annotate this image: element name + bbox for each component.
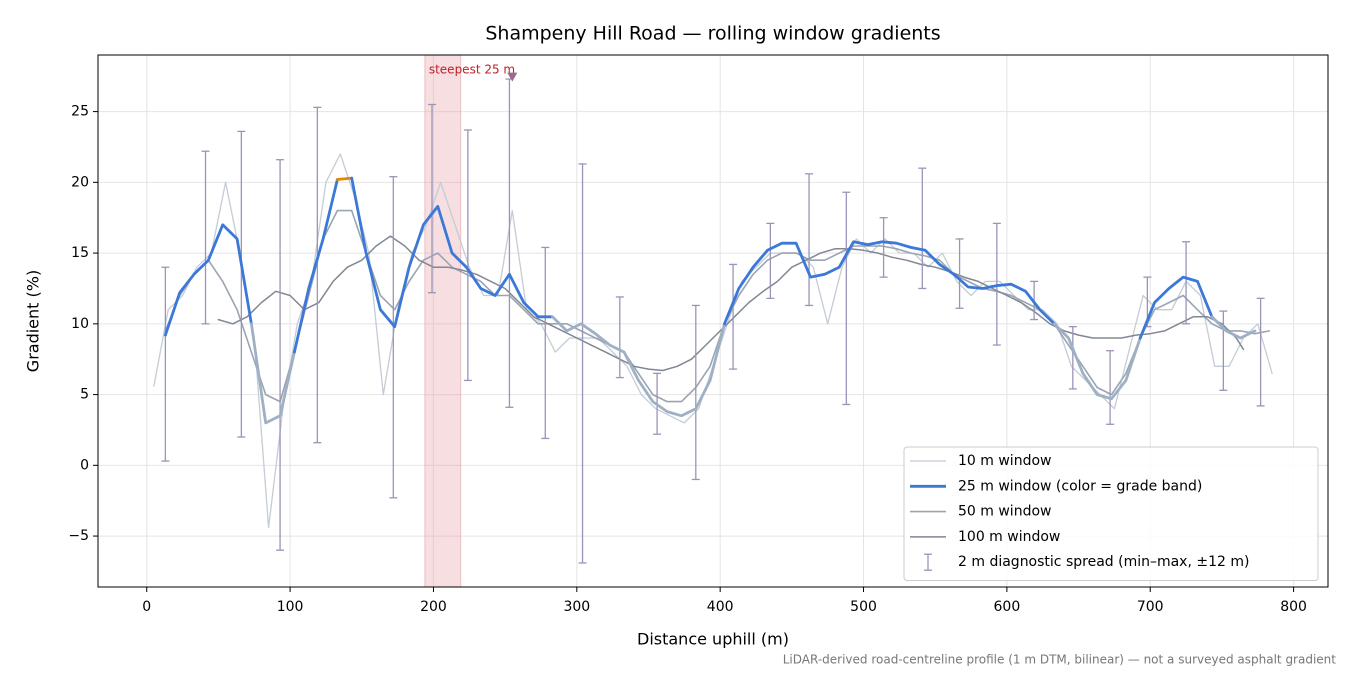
x-tick-label: 200: [420, 599, 447, 615]
series-line: [250, 322, 296, 425]
x-tick-label: 500: [850, 599, 877, 615]
y-tick-label: −5: [68, 528, 89, 544]
error-bar: [201, 150, 210, 325]
error-bar: [615, 296, 624, 379]
y-tick-label: 10: [71, 316, 89, 332]
series-line: [350, 176, 554, 329]
error-bar: [313, 106, 322, 444]
highlight-label: steepest 25 m: [429, 63, 515, 77]
series-line: [164, 209, 1270, 403]
legend-box: [903, 446, 1319, 581]
error-bar: [1106, 350, 1115, 425]
footnote: LiDAR-derived road-centreline profile (1…: [783, 653, 1337, 667]
x-tick-label: 300: [563, 599, 590, 615]
error-bar: [161, 266, 170, 462]
error-bar: [389, 176, 398, 499]
y-tick-label: 20: [71, 174, 89, 190]
series-line: [164, 223, 253, 337]
x-tick-label: 400: [707, 599, 734, 615]
legend-label: 25 m window (color = grade band): [958, 478, 1202, 494]
series-line: [336, 176, 354, 181]
error-bar: [1219, 310, 1228, 391]
x-tick-label: 100: [277, 599, 304, 615]
error-bar: [578, 163, 587, 564]
error-bar: [463, 129, 472, 382]
error-bar: [729, 263, 738, 370]
error-bar: [879, 217, 888, 278]
series-line: [551, 315, 726, 418]
error-bar: [428, 103, 437, 294]
error-bar: [237, 130, 246, 438]
steepest-marker: [507, 72, 518, 82]
y-tick-label: 5: [80, 387, 89, 403]
error-bar: [918, 167, 927, 290]
series-line: [1210, 315, 1257, 340]
highlight-band: [424, 54, 462, 588]
y-axis-label: Gradient (%): [24, 270, 43, 372]
error-bar: [1068, 326, 1077, 390]
error-bar: [805, 173, 814, 307]
x-tick-label: 800: [1280, 599, 1307, 615]
x-tick-label: 700: [1137, 599, 1164, 615]
error-bar: [691, 304, 700, 481]
legend-label: 100 m window: [958, 529, 1060, 545]
error-bar: [1256, 297, 1265, 407]
plot-frame: [97, 54, 1329, 588]
legend-label: 50 m window: [958, 504, 1051, 520]
legend-label: 10 m window: [958, 453, 1051, 469]
x-tick-label: 0: [142, 599, 151, 615]
legend-label: 2 m diagnostic spread (min–max, ±12 m): [958, 554, 1249, 570]
error-bar: [842, 191, 851, 406]
error-bar: [541, 246, 550, 440]
error-bar: [955, 238, 964, 309]
y-tick-label: 25: [71, 104, 89, 120]
error-bar: [766, 222, 775, 300]
error-bar: [276, 159, 285, 551]
series-line: [1138, 275, 1214, 340]
x-axis-label: Distance uphill (m): [637, 630, 789, 649]
series-line: [723, 240, 1056, 326]
y-tick-label: 15: [71, 245, 89, 261]
series-line: [217, 235, 1245, 372]
error-bar: [1182, 241, 1191, 325]
y-tick-label: 0: [80, 457, 89, 473]
series-line: [293, 178, 339, 354]
chart-title: Shampeny Hill Road — rolling window grad…: [485, 23, 940, 45]
series-line: [1052, 322, 1142, 401]
x-tick-label: 600: [994, 599, 1021, 615]
